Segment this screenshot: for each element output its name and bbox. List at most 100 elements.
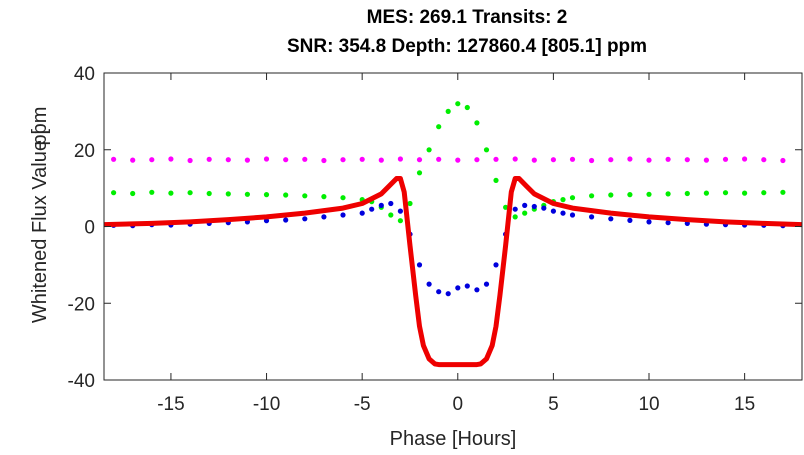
data-point bbox=[493, 177, 499, 183]
data-point bbox=[722, 190, 729, 196]
data-point bbox=[263, 192, 270, 198]
data-point bbox=[550, 157, 557, 163]
data-point bbox=[522, 202, 528, 208]
data-point bbox=[397, 208, 403, 214]
data-point bbox=[436, 124, 442, 130]
data-point bbox=[130, 157, 136, 163]
data-point bbox=[244, 191, 250, 197]
data-point bbox=[455, 101, 461, 107]
x-tick-label: 0 bbox=[452, 394, 463, 415]
data-point bbox=[474, 120, 480, 126]
y-tick-label: -40 bbox=[68, 371, 95, 392]
series-1 bbox=[111, 101, 786, 224]
data-point bbox=[464, 283, 470, 289]
data-point bbox=[761, 157, 767, 163]
x-tick-label: -10 bbox=[253, 394, 280, 415]
data-point bbox=[589, 214, 595, 220]
data-point bbox=[665, 191, 671, 197]
data-point bbox=[445, 108, 451, 114]
data-point bbox=[416, 157, 423, 163]
data-point bbox=[608, 192, 614, 198]
data-point bbox=[780, 189, 786, 195]
data-point bbox=[397, 156, 403, 162]
data-point bbox=[684, 190, 690, 197]
data-point bbox=[340, 157, 346, 163]
data-point bbox=[436, 156, 442, 162]
data-point bbox=[321, 194, 327, 200]
data-point bbox=[627, 156, 633, 162]
data-point bbox=[302, 216, 308, 222]
data-point bbox=[608, 157, 614, 163]
data-point bbox=[589, 193, 595, 199]
data-point bbox=[541, 205, 547, 211]
data-point bbox=[550, 208, 557, 214]
data-point bbox=[569, 195, 576, 201]
x-axis-label: Phase [Hours] bbox=[390, 428, 517, 450]
data-point bbox=[627, 217, 633, 223]
data-point bbox=[665, 220, 671, 226]
data-point bbox=[464, 104, 470, 111]
data-point bbox=[168, 156, 174, 162]
data-point bbox=[646, 157, 652, 163]
chart-title-line1: MES: 269.1 Transits: 2 bbox=[367, 7, 568, 28]
plot-area bbox=[104, 101, 802, 368]
data-point bbox=[722, 156, 729, 162]
data-point bbox=[378, 157, 384, 163]
x-tick-label: 5 bbox=[548, 394, 559, 415]
data-point bbox=[321, 214, 327, 220]
data-point bbox=[503, 204, 509, 210]
data-point bbox=[302, 193, 308, 199]
data-point bbox=[474, 287, 480, 293]
data-point bbox=[302, 156, 308, 162]
data-point bbox=[388, 200, 394, 207]
data-point bbox=[359, 210, 365, 216]
data-point bbox=[742, 156, 748, 162]
series-3 bbox=[104, 176, 802, 368]
y-axis-label-overlap: ppm bbox=[29, 107, 51, 146]
data-point bbox=[340, 195, 346, 201]
data-point bbox=[388, 212, 394, 218]
data-point bbox=[426, 147, 432, 153]
data-point bbox=[493, 156, 499, 162]
data-point bbox=[111, 190, 117, 196]
data-point bbox=[321, 157, 327, 164]
data-point bbox=[130, 190, 136, 197]
x-tick-label: -15 bbox=[157, 394, 184, 415]
data-point bbox=[283, 192, 289, 198]
y-tick-label: 0 bbox=[84, 218, 95, 239]
data-point bbox=[569, 156, 576, 162]
data-point bbox=[512, 214, 518, 220]
data-point bbox=[378, 202, 384, 208]
data-point bbox=[531, 157, 537, 163]
data-point bbox=[416, 262, 423, 268]
data-point bbox=[560, 210, 566, 216]
y-tick-label: -20 bbox=[68, 294, 95, 315]
data-point bbox=[684, 157, 690, 163]
data-point bbox=[560, 197, 566, 203]
data-point bbox=[187, 157, 193, 164]
x-tick-label: -5 bbox=[354, 394, 371, 415]
data-point bbox=[742, 190, 748, 196]
data-point bbox=[225, 157, 231, 163]
data-point bbox=[187, 190, 193, 196]
data-point bbox=[589, 157, 595, 164]
data-point bbox=[225, 191, 231, 197]
data-point bbox=[397, 218, 403, 224]
axes-box bbox=[103, 72, 803, 381]
data-point bbox=[206, 156, 212, 162]
data-point bbox=[426, 281, 432, 287]
data-point bbox=[608, 216, 614, 222]
data-point bbox=[407, 200, 413, 207]
data-point bbox=[646, 191, 652, 197]
y-axis-label: Whitened Flux Value [ bbox=[29, 128, 51, 323]
data-point bbox=[512, 156, 518, 162]
data-point bbox=[244, 157, 250, 163]
data-point bbox=[531, 203, 537, 210]
data-point bbox=[369, 206, 375, 212]
data-point bbox=[646, 219, 652, 225]
data-point bbox=[627, 192, 633, 198]
data-point bbox=[474, 157, 480, 163]
x-tick-label: 10 bbox=[638, 394, 659, 415]
data-point bbox=[455, 285, 461, 291]
data-point bbox=[283, 217, 289, 223]
